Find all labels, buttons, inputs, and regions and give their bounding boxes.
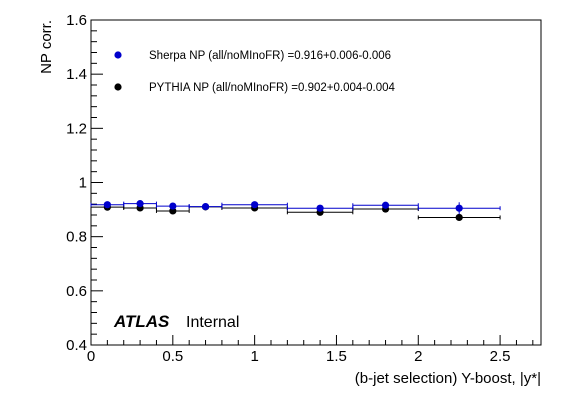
series-layer <box>90 200 501 222</box>
data-point <box>381 201 390 209</box>
x-tick-label: 0.5 <box>162 348 183 365</box>
y-tick-label: 0.4 <box>66 337 87 354</box>
y-tick-label: 1.2 <box>66 120 87 137</box>
y-tick-label: 0.6 <box>66 283 87 300</box>
legend: Sherpa NP (all/noMInoFR) =0.916+0.006-0.… <box>114 50 396 94</box>
y-axis-label: NP corr. <box>38 20 55 74</box>
legend-label: Sherpa NP (all/noMInoFR) =0.916+0.006-0.… <box>149 50 391 62</box>
data-point <box>455 204 463 212</box>
y-tick-label: 1.4 <box>66 66 87 83</box>
data-point <box>316 204 324 212</box>
data-point <box>103 201 111 209</box>
series-0 <box>90 200 501 215</box>
data-point <box>201 203 210 211</box>
data-point <box>455 213 463 222</box>
atlas-status-label: Internal <box>186 314 239 331</box>
plot-frame <box>90 19 542 346</box>
data-point <box>169 202 177 210</box>
atlas-label: ATLAS <box>113 312 170 331</box>
x-tick-label: 1 <box>250 348 258 365</box>
x-tick-label: 2.5 <box>490 348 511 365</box>
x-tick-label: 0 <box>87 348 95 365</box>
legend-label: PYTHIA NP (all/noMInoFR) =0.902+0.004-0.… <box>149 82 396 94</box>
series-1 <box>90 203 501 222</box>
x-axis-label: (b-jet selection) Y-boost, |y*| <box>355 370 541 387</box>
x-tick-label: 1.5 <box>326 348 347 365</box>
x-tick-label: 2 <box>414 348 422 365</box>
legend-marker <box>114 83 122 91</box>
y-tick-label: 1 <box>79 175 87 192</box>
legend-marker <box>114 51 122 59</box>
y-tick-label: 1.6 <box>66 12 87 29</box>
data-point <box>251 201 259 209</box>
data-point <box>136 200 144 208</box>
axes: 0 0.5 1 1.5 2 2.5 0.4 0.6 0.8 1 1.2 1.4 1.6 <box>66 12 534 365</box>
y-tick-label: 0.8 <box>66 229 87 246</box>
